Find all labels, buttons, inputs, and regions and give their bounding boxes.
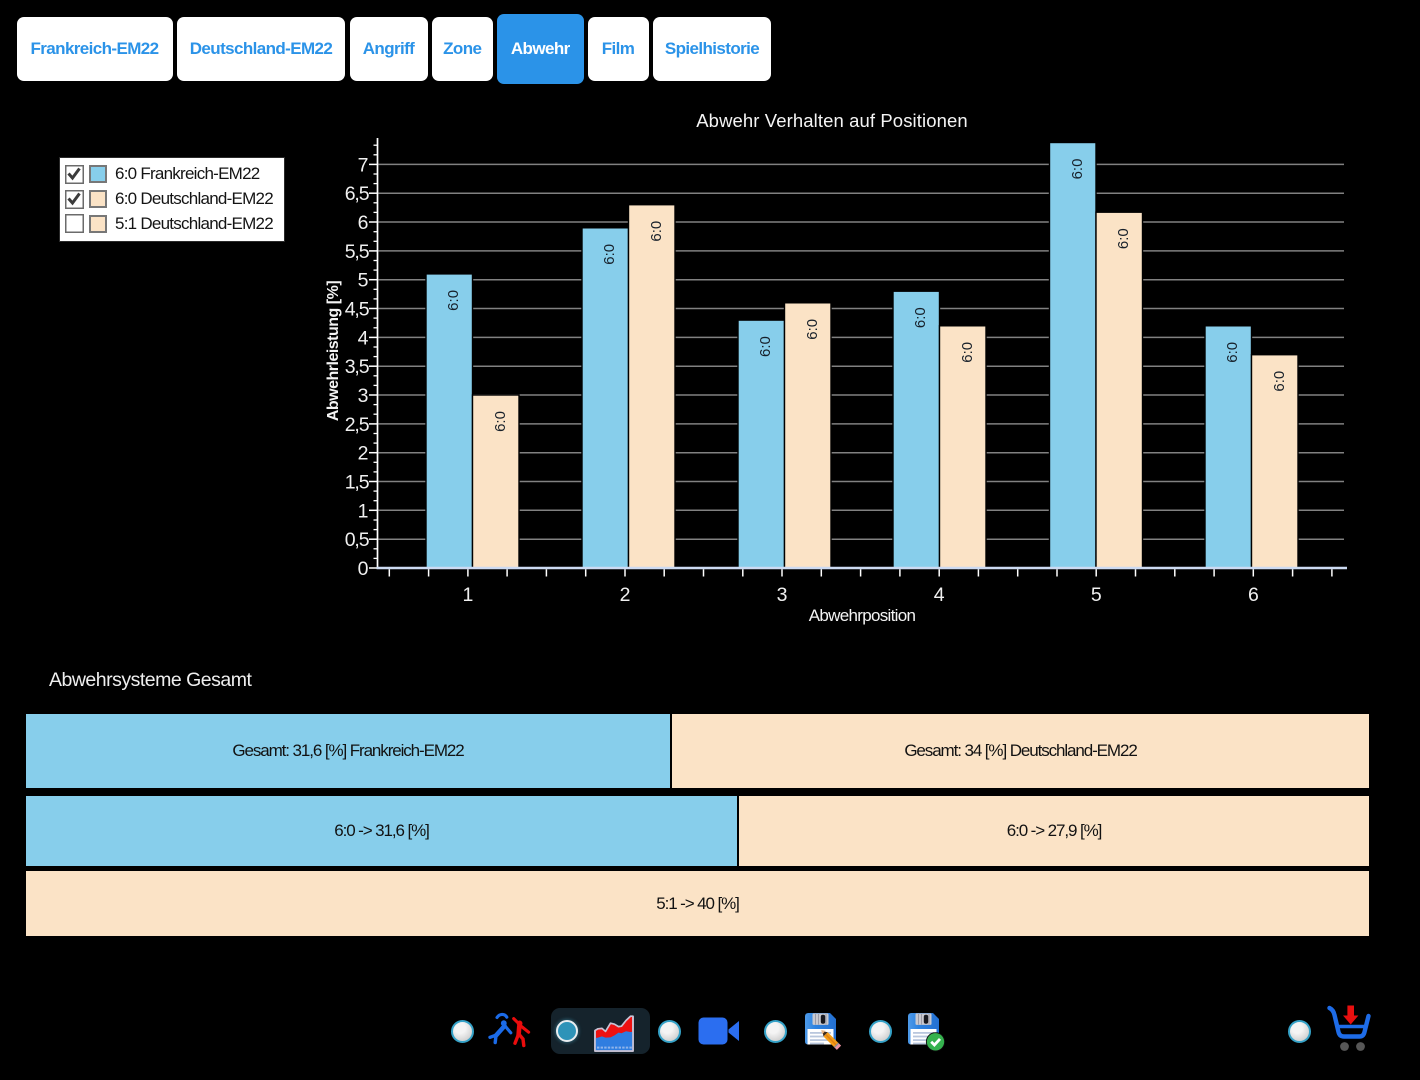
svg-text:6: 6 [358,212,369,234]
svg-text:5: 5 [358,270,369,292]
svg-text:6:0: 6:0 [1069,159,1086,180]
svg-text:6:0: 6:0 [912,307,929,328]
svg-text:3: 3 [358,385,369,407]
svg-text:2,5: 2,5 [345,414,370,436]
svg-text:5,5: 5,5 [345,241,370,263]
svg-text:6: 6 [1248,584,1259,606]
svg-text:3,5: 3,5 [345,356,370,378]
svg-text:6:0: 6:0 [1224,342,1241,363]
svg-text:Abwehr Verhalten auf Positione: Abwehr Verhalten auf Positionen [696,110,968,131]
svg-text:2: 2 [358,443,369,465]
svg-text:4: 4 [934,584,945,606]
svg-text:6:0: 6:0 [757,336,774,357]
svg-text:Abwehrleistung [%]: Abwehrleistung [%] [325,281,342,422]
svg-text:6,5: 6,5 [345,183,370,205]
svg-text:6:0: 6:0 [959,342,976,363]
svg-text:7: 7 [358,154,369,176]
svg-text:0,5: 0,5 [345,529,370,551]
svg-text:2: 2 [620,584,631,606]
svg-text:3: 3 [777,584,788,606]
svg-text:4,5: 4,5 [345,299,370,321]
svg-text:0: 0 [358,558,369,580]
svg-text:6:0: 6:0 [445,290,462,311]
svg-text:6:0: 6:0 [648,221,665,242]
svg-text:5: 5 [1091,584,1102,606]
svg-text:6:0: 6:0 [601,244,618,265]
svg-text:1: 1 [462,584,473,606]
svg-text:4: 4 [358,327,369,349]
svg-text:1: 1 [358,500,369,522]
svg-text:6:0: 6:0 [804,319,821,340]
svg-text:1,5: 1,5 [345,472,370,494]
svg-text:6:0: 6:0 [492,411,509,432]
svg-text:6:0: 6:0 [1115,228,1132,249]
svg-text:Abwehrposition: Abwehrposition [809,606,916,625]
svg-text:6:0: 6:0 [1271,371,1288,392]
